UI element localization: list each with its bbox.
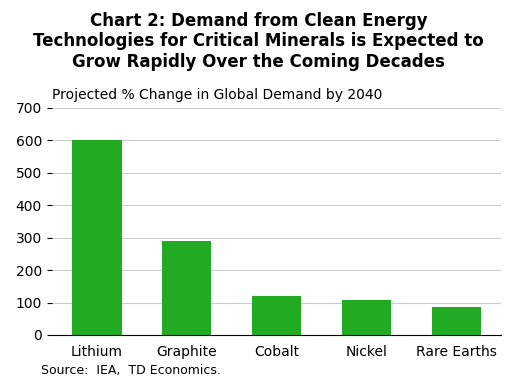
Text: Source:  IEA,  TD Economics.: Source: IEA, TD Economics. bbox=[41, 364, 221, 377]
Bar bbox=[72, 140, 121, 335]
Bar bbox=[432, 307, 481, 335]
Bar bbox=[342, 300, 391, 335]
Text: Projected % Change in Global Demand by 2040: Projected % Change in Global Demand by 2… bbox=[52, 89, 382, 102]
Bar bbox=[162, 241, 211, 335]
Text: Chart 2: Demand from Clean Energy
Technologies for Critical Minerals is Expected: Chart 2: Demand from Clean Energy Techno… bbox=[33, 12, 484, 71]
Bar bbox=[252, 296, 301, 335]
